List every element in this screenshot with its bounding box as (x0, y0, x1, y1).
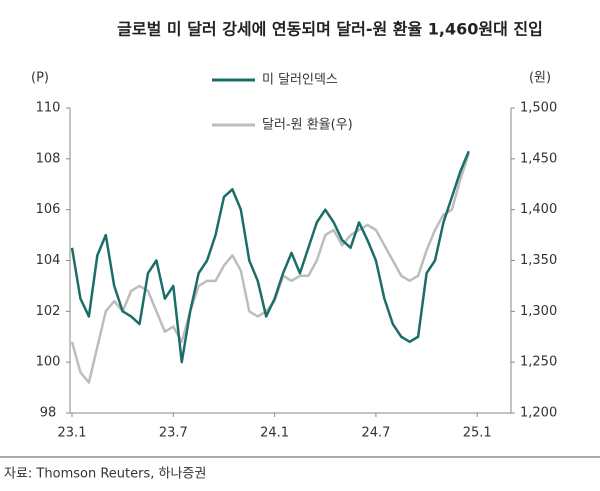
y2-tick-label: 1,250 (520, 355, 557, 370)
y2-tick-label: 1,500 (520, 101, 557, 116)
source: 자료: Thomson Reuters, 하나증권 (4, 467, 206, 482)
series-line (70, 153, 470, 384)
y2-tick-label: 1,450 (520, 151, 557, 166)
y-tick-label: 98 (40, 406, 57, 421)
chart-title: 글로벌 미 달러 강세에 연동되며 달러-원 환율 1,460원대 진입 (117, 20, 543, 39)
x-tick-label: 23.1 (58, 426, 87, 441)
legend-label: 달러-원 환율(우) (262, 118, 353, 133)
y2-axis-label: (원) (529, 71, 551, 86)
y2-tick-label: 1,300 (520, 304, 557, 319)
series-line (70, 150, 470, 364)
y2-tick-label: 1,350 (520, 253, 557, 268)
y-tick-label: 100 (36, 355, 61, 370)
y-axis-label: (P) (31, 71, 49, 86)
y-tick-label: 104 (36, 253, 61, 268)
x-tick-label: 23.7 (159, 426, 188, 441)
y-tick-label: 108 (36, 151, 61, 166)
x-tick-label: 25.1 (463, 426, 492, 441)
y2-tick-label: 1,400 (520, 202, 557, 217)
x-tick-label: 24.7 (361, 426, 390, 441)
y-tick-label: 110 (36, 101, 61, 116)
y-tick-label: 102 (36, 304, 61, 319)
y2-tick-label: 1,200 (520, 406, 557, 421)
y-tick-label: 106 (36, 202, 61, 217)
x-tick-label: 24.1 (260, 426, 289, 441)
legend-label: 미 달러인덱스 (262, 73, 338, 88)
